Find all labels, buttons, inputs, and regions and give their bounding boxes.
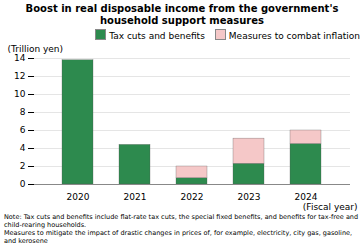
svg-text:(Trillion yen): (Trillion yen): [8, 44, 64, 54]
svg-text:10: 10: [14, 89, 26, 99]
svg-text:2023: 2023: [238, 192, 261, 202]
svg-text:12: 12: [14, 71, 25, 81]
svg-text:4: 4: [20, 143, 26, 153]
svg-text:0: 0: [20, 179, 26, 189]
html-text:Measures to combat inflation: Measures to combat inflation: [228, 31, 360, 41]
svg-text:2020: 2020: [67, 192, 90, 202]
html-text:Boost in real disposable incom: Boost in real disposable income from the…: [25, 3, 339, 26]
html-text:Tax cuts and benefits: Tax cuts and benefits: [109, 31, 205, 41]
svg-text:2021: 2021: [124, 192, 147, 202]
svg-text:6: 6: [20, 125, 26, 135]
svg-text:2: 2: [20, 161, 26, 171]
svg-text:(Fiscal year): (Fiscal year): [303, 202, 358, 212]
html-text:Measures to mitigate the impac: Measures to mitigate the impact of drast…: [4, 229, 353, 245]
svg-text:2022: 2022: [181, 192, 204, 202]
svg-text:14: 14: [14, 53, 26, 63]
html-text:Note: Tax cuts and benefits in: Note: Tax cuts and benefits include flat…: [4, 213, 359, 229]
svg-text:2024: 2024: [295, 192, 318, 202]
svg-text:8: 8: [20, 107, 26, 117]
